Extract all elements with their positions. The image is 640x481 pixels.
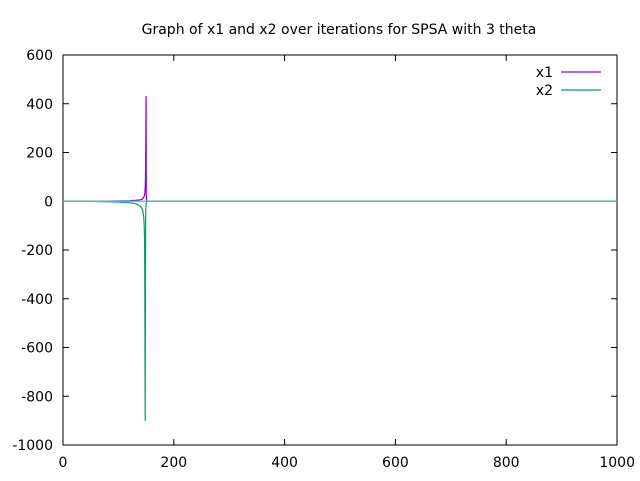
y-tick-label: -600 (21, 341, 53, 357)
x-tick-label: 0 (59, 455, 68, 471)
y-tick-label: 0 (44, 194, 53, 210)
x-tick-label: 400 (271, 455, 298, 471)
y-tick-label: 400 (26, 97, 53, 113)
axis-ticks: -1000 -800 -600 -400 -200 0 200 400 600 0 200 400 60… (12, 48, 635, 471)
series-lines (63, 95, 617, 422)
x-tick-label: 200 (160, 455, 187, 471)
y-tick-label: -200 (21, 243, 53, 259)
legend-label-x1: x1 (536, 65, 553, 81)
series-line-x1 (63, 95, 617, 202)
y-tick-label: -1000 (12, 438, 53, 454)
y-tick-label: 600 (26, 48, 53, 64)
x-tick-label: 600 (382, 455, 409, 471)
legend-label-x2: x2 (536, 83, 553, 99)
y-tick-label: 200 (26, 146, 53, 162)
series-line-x2 (63, 200, 617, 422)
y-tick-label: -800 (21, 389, 53, 405)
x-tick-label: 1000 (599, 455, 635, 471)
chart-title: Graph of x1 and x2 over iterations for S… (142, 22, 537, 38)
x-tick-label: 800 (493, 455, 520, 471)
y-tick-label: -400 (21, 292, 53, 308)
